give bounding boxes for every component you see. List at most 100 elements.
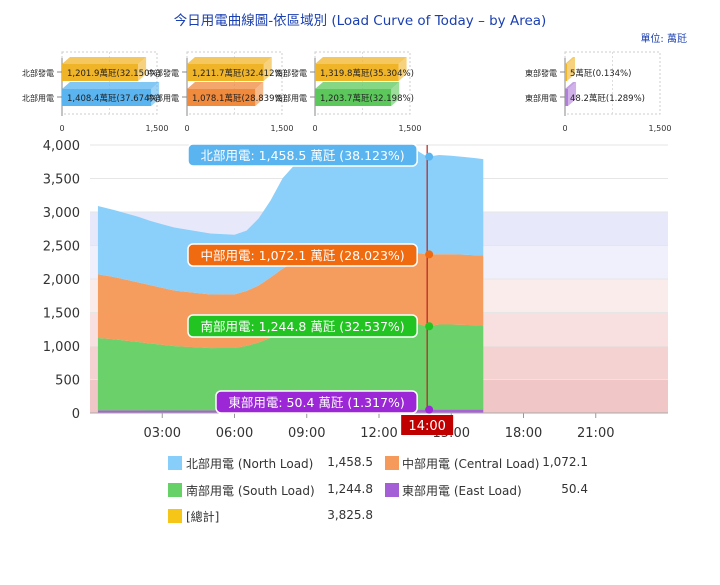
chart-title: 今日用電曲線圖-依區域別 (Load Curve of Today – by A… [173,13,547,29]
mini-bar-top [315,82,400,89]
mini-bar [315,89,392,106]
tooltip-label: 南部用電: 1,244.8 萬瓩 (32.537%) [200,319,404,334]
tooltip-box [187,314,418,338]
mini-bar-label: 北部發電 [22,68,54,78]
mini-bar-value: 1,211.7萬瓩(32.412%) [192,68,286,79]
x-tick-label: 09:00 [288,426,325,441]
legend-label[interactable]: [總計] [186,510,220,524]
mini-bar-side [255,82,264,106]
y-tick-label: 3,000 [43,206,80,221]
legend-value: 1,458.5 [327,455,373,469]
legend-label[interactable]: 東部用電 (East Load) [402,484,522,498]
mini-bar-side [151,82,160,106]
mini-bar-value: 1,201.9萬瓩(32.150%) [67,68,161,79]
mini-tick-label: 1,500 [399,124,422,133]
mini-bar-top [187,82,264,89]
mini-bar-label: 東部用電 [525,93,557,103]
mini-tick-label: 1,500 [649,124,672,133]
legend-value: 3,825.8 [327,508,373,522]
legend-value: 50.4 [561,482,588,496]
legend-swatch[interactable] [168,509,182,523]
legend-value: 1,244.8 [327,482,373,496]
x-tick-label: 12:00 [360,426,397,441]
x-tick-label: 03:00 [144,426,181,441]
mini-tick-label: 1,500 [271,124,294,133]
mini-bar [62,64,139,81]
legend-value: 1,072.1 [542,455,588,469]
y-tick-label: 2,000 [43,273,80,288]
mini-bar-value: 5萬瓩(0.134%) [570,68,631,79]
mini-chart-4: 東部發電 5萬瓩(0.134%) 東部用電 48.2萬瓩(1.289%) 0 1,500 [525,51,672,133]
mini-chart-2: 中部發電 1,211.7萬瓩(32.412%) 中部用電 1,078.1萬瓩(28.8… [147,51,294,133]
mini-bar-side [568,82,577,106]
tooltip-box [215,390,418,414]
mini-tick-label: 1,500 [146,124,169,133]
tooltip-point [425,250,434,259]
mini-bar-top [62,57,147,64]
mini-bar [315,64,399,81]
mini-bar-top [315,57,407,64]
tooltip-point [425,152,434,161]
mini-tick-label: 0 [562,124,567,133]
cursor-label-box [401,415,454,435]
mini-bar-label: 中部發電 [147,68,179,78]
tooltip-label: 中部用電: 1,072.1 萬瓩 (28.023%) [200,248,404,263]
tooltip-point [425,405,434,414]
y-tick-label: 4,000 [43,139,80,154]
x-tick-label: 18:00 [505,426,542,441]
mini-chart-3: 南部發電 1,319.8萬瓩(35.304%) 南部用電 1,203.7萬瓩(32.1… [275,51,422,133]
y-tick-label: 3,500 [43,173,80,188]
y-tick-label: 500 [55,374,80,389]
mini-bar-top [565,57,575,64]
mini-bar-value: 1,319.8萬瓩(35.304%) [320,68,414,79]
mini-bar-side [138,57,147,81]
legend-swatch[interactable] [168,456,182,470]
mini-bar-top [565,82,577,89]
legend-swatch[interactable] [385,483,399,497]
cursor-label: 14:00 [408,419,445,434]
mini-bar-value: 1,078.1萬瓩(28.839%) [192,93,286,104]
mini-bar-label: 東部發電 [525,68,557,78]
mini-bar [565,64,567,81]
legend-swatch[interactable] [385,456,399,470]
mini-bar [62,89,152,106]
mini-bar-label: 南部用電 [275,93,307,103]
mini-bar-side [263,57,272,81]
x-tick-label: 21:00 [577,426,614,441]
mini-bar-value: 1,203.7萬瓩(32.198%) [320,93,414,104]
mini-bar-top [62,82,160,89]
y-tick-label: 0 [72,407,80,422]
tooltip-label: 東部用電: 50.4 萬瓩 (1.317%) [228,395,404,410]
tooltip-label: 北部用電: 1,458.5 萬瓩 (38.123%) [200,148,404,163]
mini-bar-label: 中部用電 [147,93,179,103]
legend-label[interactable]: 北部用電 (North Load) [186,457,314,471]
mini-bar-side [567,57,575,81]
y-tick-label: 2,500 [43,240,80,255]
mini-tick-label: 0 [312,124,317,133]
unit-label: 單位: 萬瓩 [640,34,687,45]
tooltip-point [425,322,434,331]
mini-bar-side [391,82,400,106]
tooltip-box [187,143,418,167]
mini-bar [565,89,569,106]
legend-label[interactable]: 南部用電 (South Load) [186,484,315,498]
load-curve-chart[interactable]: 0 500 1,000 1,500 2,000 2,500 3,000 3,500 4,000 0… [0,135,720,585]
mini-bar-value: 1,408.4萬瓩(37.674%) [67,93,161,104]
mini-bar [187,64,264,81]
legend-swatch[interactable] [168,483,182,497]
mini-bar-top [187,57,272,64]
x-tick-label: 06:00 [216,426,253,441]
mini-bar-side [398,57,407,81]
mini-tick-label: 0 [59,124,64,133]
mini-tick-label: 0 [184,124,189,133]
mini-bar-charts: 北部發電 1,201.9萬瓩(32.150%) 北部用電 1,408.4萬瓩(37.6… [22,51,672,133]
tooltip-box [187,243,418,267]
y-tick-label: 1,000 [43,340,80,355]
mini-bar-label: 南部發電 [275,68,307,78]
mini-chart-1: 北部發電 1,201.9萬瓩(32.150%) 北部用電 1,408.4萬瓩(37.6… [22,51,169,133]
mini-bar [187,89,256,106]
mini-bar-value: 48.2萬瓩(1.289%) [570,93,645,104]
mini-bar-label: 北部用電 [22,93,54,103]
legend-label[interactable]: 中部用電 (Central Load) [402,457,540,471]
area-series-2 [97,323,484,411]
